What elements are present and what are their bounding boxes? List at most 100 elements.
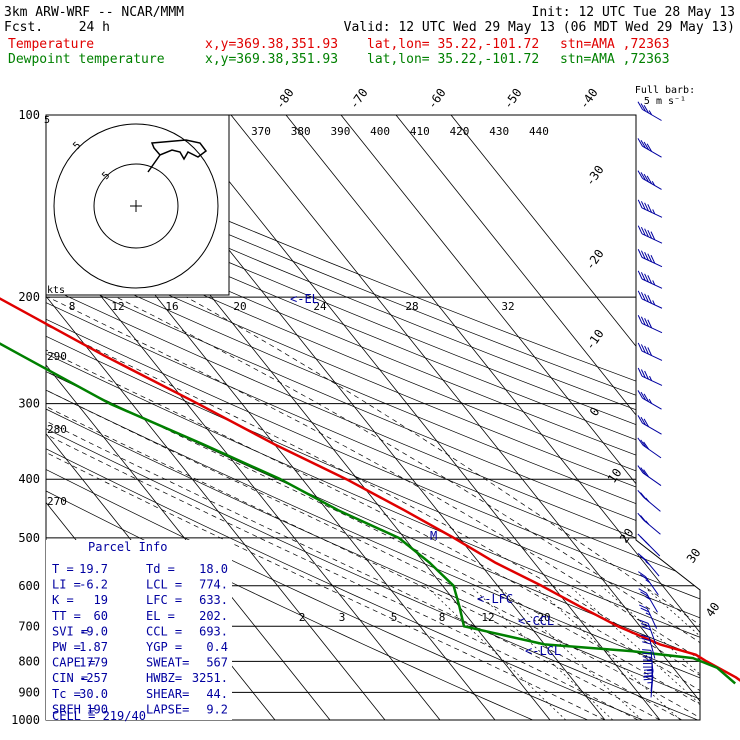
header-valid: Valid: 12 UTC Wed 29 May 13 (06 MDT Wed … [344,20,735,35]
parcel-info-cell: Tc = [52,687,81,701]
ccl-marker: <-CCL [518,614,554,628]
wind-barbs [637,101,663,698]
parcel-info-cell: 202. [199,609,228,623]
parcel-info-cell: 567 [206,656,228,670]
parcel-info-cell: 19 [94,593,108,607]
dry-adiabat [46,115,700,720]
moist-adiabat [46,296,700,720]
pressure-tick-label: 800 [18,654,40,668]
isotherm-line [46,115,441,720]
parcel-info-cell: CAPE = [52,656,95,670]
dry-adiabat [46,115,700,720]
parcel-info-cell: LCL = [146,578,182,592]
dry-adiabat [46,115,700,720]
wind-barb [638,604,658,629]
parcel-info-cell: LI = [52,578,81,592]
moist-adiabat [46,296,700,720]
parcel-info-cell: CIN = [52,671,88,685]
dry-adiabat [46,115,700,720]
dry-adiabat [46,115,700,720]
parcel-info-cell: 1779 [79,656,108,670]
dry-adiabat [46,115,700,720]
parcel-info-cell: SWEAT= [146,656,189,670]
mixing-ratio-label: 5 [391,611,398,624]
parcel-info-cell: HWBZ= [146,671,182,685]
hodograph-ring-outer [53,123,219,289]
el-marker: <-EL [290,292,319,306]
hodograph-speed-label: 20 [233,300,246,313]
hodograph-speed-label: 24 [313,300,327,313]
parcel-info-cell: CELL = 219/40 [52,709,146,723]
dry-adiabat [46,115,700,720]
hodograph-speed-label: 28 [405,300,418,313]
parcel-info-title: Parcel Info [88,540,167,554]
parcel-info-cell: EL = [146,609,175,623]
dew-label: Dewpoint temperature [8,52,165,67]
hodograph-speed-label: 32 [501,300,514,313]
barb-legend-line2: 5 m s⁻¹ [644,96,686,107]
parcel-info-cell: -6.2 [79,578,108,592]
dew-latlon: lat,lon= 35.22,-101.72 [367,52,539,67]
trace-dewpoint-temperature [0,342,737,685]
sounding-traces [0,297,740,685]
dry-adiabat [46,115,700,720]
parcel-info-cell: 633. [199,593,228,607]
m-marker: M [430,529,437,543]
wind-barb [637,390,662,410]
dry-adiabat [46,115,700,720]
isotherm-label: -60 [425,86,449,112]
pressure-tick-label: 200 [18,290,40,304]
wind-barb [643,668,654,692]
parcel-info-cell: 693. [199,624,228,638]
moist-adiabat [46,296,639,720]
dry-adiabat [46,115,698,720]
mixing-ratio-line [534,585,681,720]
pressure-tick-label: 900 [18,685,40,699]
theta-label: 290 [47,350,67,363]
wind-barb [643,674,654,698]
wind-barb [637,290,663,309]
parcel-info-cell: 30.0 [79,687,108,701]
temp-stn: stn=AMA ,72363 [560,37,670,52]
theta-label: 370 [251,125,271,138]
dry-adiabat [46,115,700,720]
parcel-info-cell: Td = [146,562,175,576]
parcel-info-cell: TT = [52,609,81,623]
isotherm-label: 20 [617,526,637,546]
isotherm-label: -70 [347,86,371,112]
parcel-info-cell: -9.0 [79,624,108,638]
header-fcst-value: 24 h [79,20,110,35]
theta-label: 280 [47,423,67,436]
pressure-tick-label: 1000 [11,713,40,727]
isotherm-line [46,115,331,720]
parcel-info-cell: YGP = [146,640,182,654]
wind-barb [638,571,659,596]
wind-barb [637,225,663,244]
wind-barb [637,512,661,535]
dew-stn: stn=AMA ,72363 [560,52,670,67]
wind-barb [637,342,663,361]
moist-adiabat [46,296,700,720]
isotherm-label: -30 [583,163,607,189]
hodograph-speed-label: 16 [165,300,178,313]
mixing-ratio-label: 20 [537,611,550,624]
hodograph: 5 5 5 kts [44,114,230,296]
isotherm-line [285,115,700,720]
wind-barb [637,553,660,577]
parcel-info-cell: SHEAR= [146,687,189,701]
wind-barb [637,199,663,218]
moist-adiabat [46,296,661,720]
parcel-info: Parcel Info T = 19.7 Td = 18.0 LI =-6.2 LCL =… [46,540,232,723]
wind-barb [637,138,662,158]
isotherm-line [230,115,700,720]
parcel-info-cell: SVI = [52,624,88,638]
theta-label: 430 [489,125,509,138]
pressure-tick-label: 700 [18,619,40,633]
wind-barb [637,315,663,334]
wind-barb [640,634,656,659]
wind-barb [637,437,662,459]
dew-xy: x,y=369.38,351.93 [205,52,338,67]
isotherm-label: -80 [273,86,297,112]
hodograph-units: kts [47,285,65,296]
parcel-info-box [46,540,232,720]
